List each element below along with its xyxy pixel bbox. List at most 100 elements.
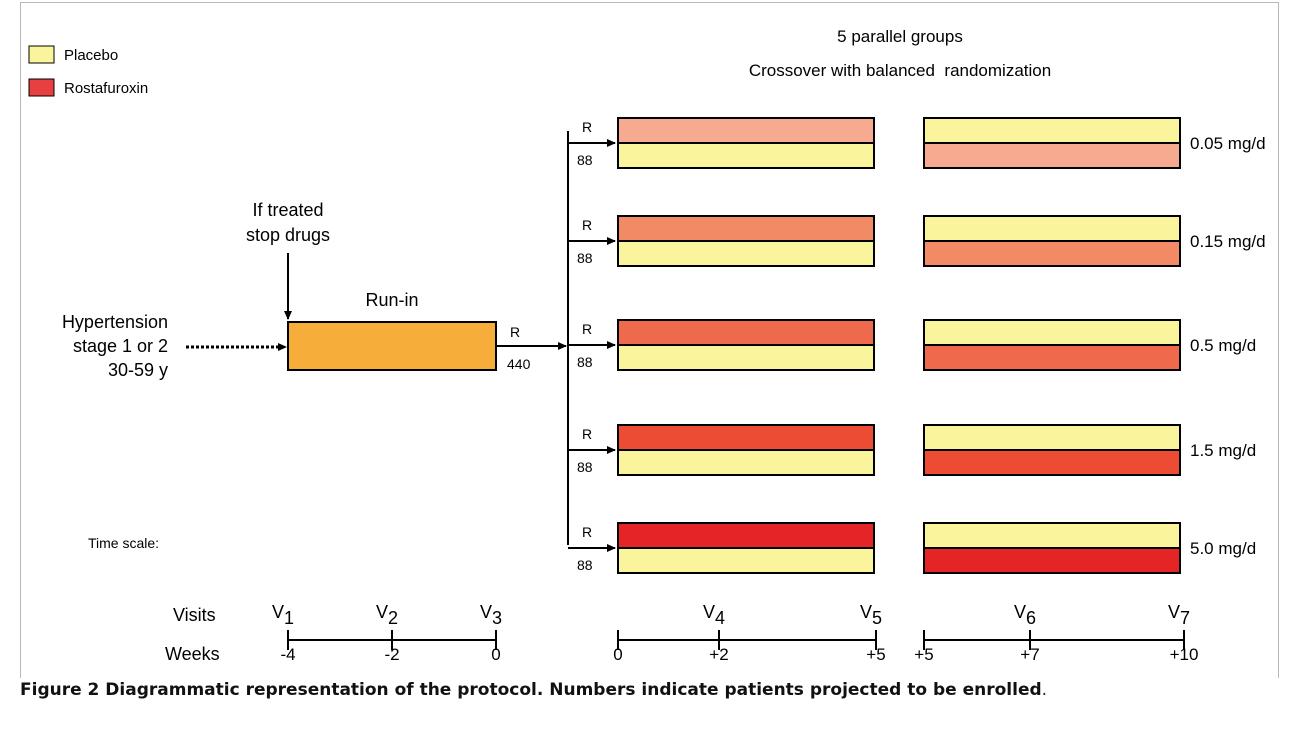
legend-label-placebo: Placebo [64,47,118,64]
visit-label: V4 [703,602,725,628]
group-r-label: R [582,524,592,540]
period1-placebo-bar [617,449,875,476]
runin-box [287,321,497,371]
visit-number: 3 [492,608,502,628]
header-line-1: 5 parallel groups [837,27,963,46]
frame-left-rule [20,2,21,678]
group-r-label: R [582,426,592,442]
legend-swatch-rostafuroxin [28,78,55,97]
dose-group-row: R 88 5.0 mg/d [568,522,1256,574]
group-r-label: R [582,321,592,337]
legend-swatch-placebo [28,45,55,64]
group-r-label: R [582,217,592,233]
group-dose-label: 0.5 mg/d [1190,336,1256,355]
runin-r-label: R [510,324,520,340]
period2-placebo-bar [923,522,1181,549]
timescale-label: Time scale: [88,535,159,551]
figure-caption: Figure 2 Diagrammatic representation of … [20,680,1280,700]
period2-placebo-bar [923,117,1181,144]
visit-label: V2 [376,602,398,628]
period1-rostafuroxin-bar [617,424,875,451]
period1-placebo-bar [617,547,875,574]
week-label: +5 [866,645,885,664]
visit-label: V3 [480,602,502,628]
visit-number: 1 [284,608,294,628]
visit-label: V7 [1168,602,1190,628]
visit-number: 4 [715,608,725,628]
period1-rostafuroxin-bar [617,117,875,144]
dose-group-row: R 88 0.05 mg/d [568,117,1266,169]
week-label: +5 [914,645,933,664]
visit-letter: V [272,602,284,622]
group-n-label: 88 [577,557,593,573]
visit-number: 5 [872,608,882,628]
week-label: 0 [613,645,622,664]
period2-placebo-bar [923,319,1181,346]
period1-placebo-bar [617,240,875,267]
dose-group-row: R 88 0.5 mg/d [568,319,1256,371]
caption-bold-text: Figure 2 Diagrammatic representation of … [20,680,1042,700]
visit-letter: V [480,602,492,622]
entry-line-1: Hypertension [62,312,168,332]
visit-number: 7 [1180,608,1190,628]
dose-groups: R 88 0.05 mg/d R 88 0.15 mg/d R 88 0.5 mg/d R 88 1.… [568,117,1266,574]
legend-label-rostafuroxin: Rostafuroxin [64,80,148,97]
period2-placebo-bar [923,215,1181,242]
time-axis-segment: +5V6+7V7+10 [914,602,1198,664]
visit-label: V5 [860,602,882,628]
week-label: -2 [384,645,399,664]
period2-rostafuroxin-bar [923,449,1181,476]
visit-letter: V [1168,602,1180,622]
group-n-label: 88 [577,250,593,266]
period1-placebo-bar [617,344,875,371]
period1-placebo-bar [617,142,875,169]
period2-rostafuroxin-bar [923,344,1181,371]
legend: Placebo Rostafuroxin [28,45,148,97]
period2-rostafuroxin-bar [923,547,1181,574]
period2-placebo-bar [923,424,1181,451]
entry-line-3: 30-59 y [108,360,168,380]
group-dose-label: 0.15 mg/d [1190,232,1266,251]
visit-number: 6 [1026,608,1036,628]
caption-tail: . [1041,680,1048,700]
period2-rostafuroxin-bar [923,240,1181,267]
time-axis-segment: 0V4+2V5+5 [613,602,885,664]
group-r-label: R [582,119,592,135]
stop-note-line-2: stop drugs [246,225,330,245]
period1-rostafuroxin-bar [617,319,875,346]
group-n-label: 88 [577,459,593,475]
week-label: +7 [1020,645,1039,664]
group-n-label: 88 [577,152,593,168]
protocol-diagram: Placebo Rostafuroxin 5 parallel groups C… [28,27,1266,664]
header-line-2: Crossover with balanced randomization [749,61,1051,80]
weeks-label: Weeks [165,644,220,664]
visit-letter: V [860,602,872,622]
frame-top-rule [20,2,1278,3]
period1-rostafuroxin-bar [617,215,875,242]
group-dose-label: 1.5 mg/d [1190,441,1256,460]
dose-group-row: R 88 0.15 mg/d [568,215,1266,267]
week-label: 0 [491,645,500,664]
dose-group-row: R 88 1.5 mg/d [568,424,1256,476]
visit-number: 2 [388,608,398,628]
visit-label: V6 [1014,602,1036,628]
group-dose-label: 5.0 mg/d [1190,539,1256,558]
period1-rostafuroxin-bar [617,522,875,549]
runin-label: Run-in [365,290,418,310]
visit-letter: V [376,602,388,622]
period2-rostafuroxin-bar [923,142,1181,169]
visit-letter: V [1014,602,1026,622]
week-label: -4 [280,645,295,664]
week-label: +10 [1170,645,1199,664]
entry-line-2: stage 1 or 2 [73,336,168,356]
stop-note-line-1: If treated [252,200,323,220]
week-label: +2 [709,645,728,664]
visit-letter: V [703,602,715,622]
visits-label: Visits [173,605,216,625]
frame-right-rule [1278,2,1279,678]
runin-n-label: 440 [507,356,531,372]
group-dose-label: 0.05 mg/d [1190,134,1266,153]
